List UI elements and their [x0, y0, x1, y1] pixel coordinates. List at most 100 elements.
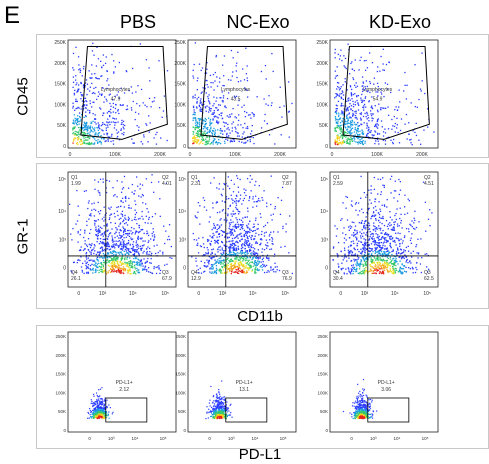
event-dot [208, 136, 211, 138]
event-dot [404, 254, 406, 256]
event-dot [249, 242, 251, 245]
event-dot [210, 240, 212, 243]
event-dot [232, 248, 235, 250]
x-tick: 100K [229, 152, 241, 158]
event-dot [379, 262, 382, 265]
event-dot [81, 94, 84, 96]
event-dot [225, 135, 228, 137]
event-dot [336, 137, 338, 139]
event-dot [220, 114, 222, 117]
event-dot [351, 205, 354, 207]
event-dot [85, 264, 87, 267]
event-dot [224, 122, 226, 124]
event-dot [116, 206, 118, 209]
event-dot [120, 272, 122, 275]
event-dot [385, 219, 388, 222]
event-dot [91, 412, 93, 414]
event-dot [335, 110, 337, 113]
event-dot [141, 215, 143, 218]
event-dot [235, 204, 238, 206]
event-dot [246, 237, 248, 239]
event-dot [84, 122, 86, 124]
q1-value: 1.99 [71, 181, 81, 187]
event-dot [366, 67, 369, 69]
event-dot [114, 251, 117, 253]
event-dot [207, 141, 209, 143]
event-dot [253, 201, 255, 203]
event-dot [137, 235, 139, 238]
event-dot [351, 200, 353, 202]
event-dot [274, 208, 276, 210]
event-dot [338, 266, 340, 268]
event-dot [94, 409, 96, 411]
event-dot [408, 133, 410, 135]
event-dot [425, 266, 428, 268]
event-dot [236, 252, 239, 254]
event-dot [210, 244, 212, 246]
event-dot [221, 262, 223, 264]
event-dot [363, 245, 365, 247]
event-dot [360, 123, 362, 125]
event-dot [162, 251, 164, 254]
event-dot [366, 194, 368, 196]
event-dot [252, 257, 254, 259]
event-dot [369, 264, 371, 266]
event-dot [415, 266, 417, 269]
event-dot [350, 62, 352, 65]
event-dot [266, 242, 269, 244]
event-dot [387, 257, 389, 260]
event-dot [71, 239, 73, 241]
event-dot [392, 268, 395, 270]
event-dot [116, 94, 118, 96]
event-dot [396, 124, 398, 126]
event-dot [197, 77, 199, 79]
event-dot [213, 138, 215, 140]
event-dot [380, 88, 382, 90]
event-dot [217, 121, 219, 124]
event-dot [247, 240, 250, 242]
event-dot [138, 113, 140, 115]
event-dot [341, 135, 344, 137]
event-dot [113, 240, 115, 242]
event-dot [106, 259, 109, 261]
event-dot [372, 250, 374, 253]
event-dot [415, 122, 417, 125]
event-dot [226, 115, 228, 117]
event-dot [340, 268, 342, 270]
event-dot [243, 244, 246, 246]
event-dot [362, 106, 364, 109]
event-dot [140, 141, 142, 143]
event-dot [153, 97, 156, 99]
event-dot [229, 114, 231, 116]
event-dot [116, 228, 118, 230]
event-dot [136, 249, 138, 251]
event-dot [229, 252, 231, 254]
event-dot [404, 235, 406, 237]
event-dot [416, 106, 418, 108]
event-dot [234, 224, 236, 227]
event-dot [86, 220, 88, 223]
event-dot [99, 107, 101, 109]
event-dot [250, 266, 253, 268]
event-dot [97, 416, 99, 418]
event-dot [370, 215, 373, 218]
event-dot [135, 211, 138, 214]
event-dot [221, 210, 224, 212]
event-dot [113, 71, 115, 73]
event-dot [78, 126, 80, 129]
event-dot [253, 142, 255, 145]
event-dot [362, 211, 364, 214]
event-dot [95, 220, 97, 222]
event-dot [349, 86, 352, 88]
event-dot [90, 215, 92, 217]
event-dot [80, 126, 82, 129]
event-dot [391, 272, 394, 274]
event-dot [207, 143, 209, 145]
event-dot [375, 209, 377, 211]
event-dot [370, 243, 373, 245]
event-dot [112, 259, 114, 261]
event-dot [211, 252, 213, 255]
event-dot [378, 143, 380, 145]
event-dot [401, 271, 403, 273]
event-dot [346, 114, 348, 116]
